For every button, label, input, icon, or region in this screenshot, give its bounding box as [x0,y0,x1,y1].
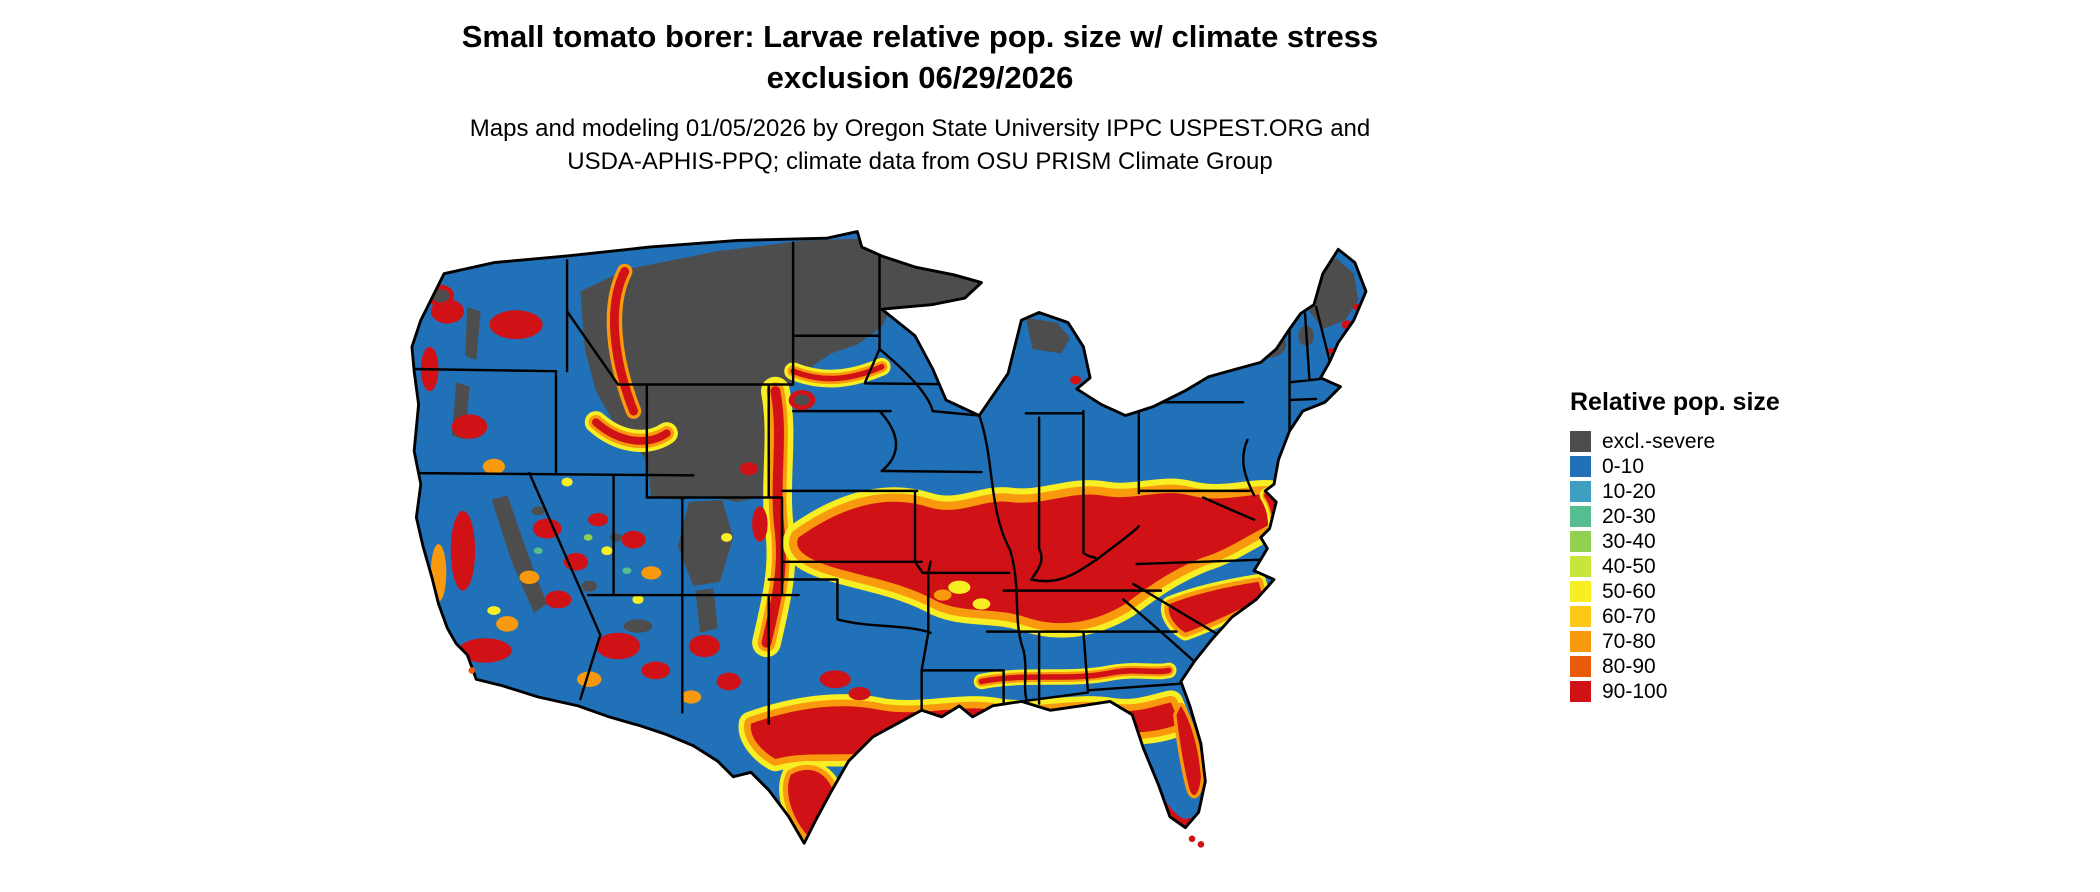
legend-item: 0-10 [1570,456,1800,477]
legend-label: 80-90 [1602,655,1656,678]
legend-item: 40-50 [1570,556,1800,577]
legend-label: 30-40 [1602,530,1656,553]
subtitle-line-2: USDA-APHIS-PPQ; climate data from OSU PR… [567,148,1273,175]
legend-swatch [1570,656,1591,677]
legend-item: 90-100 [1570,681,1800,702]
legend-items: excl.-severe 0-10 10-20 20-30 30-40 40-50 50-6… [1570,431,1800,702]
legend-swatch [1570,531,1591,552]
legend-swatch [1570,606,1591,627]
legend-label: 90-100 [1602,680,1668,703]
legend-item: 60-70 [1570,606,1800,627]
title-line-1: Small tomato borer: Larvae relative pop.… [461,19,1379,54]
legend-swatch [1570,581,1591,602]
legend-item: 30-40 [1570,531,1800,552]
figure-subtitle: Maps and modeling 01/05/2026 by Oregon S… [0,112,1840,178]
subtitle-line-1: Maps and modeling 01/05/2026 by Oregon S… [469,115,1371,142]
legend-label: 20-30 [1602,505,1656,528]
legend-item: 20-30 [1570,506,1800,527]
legend-swatch [1570,481,1591,502]
legend-title: Relative pop. size [1570,388,1780,416]
legend-swatch [1570,431,1591,452]
us-map [410,230,1368,848]
offshore-islands-layer [468,667,1205,848]
map-raster-layers [411,231,1366,844]
title-line-2: exclusion 06/29/2026 [766,60,1074,95]
figure-header: Small tomato borer: Larvae relative pop.… [0,16,1840,178]
legend-label: 60-70 [1602,605,1656,628]
legend-label: 0-10 [1602,455,1645,478]
legend-item: 10-20 [1570,481,1800,502]
legend-label: 40-50 [1602,555,1656,578]
legend-label: 10-20 [1602,480,1656,503]
legend-item: 70-80 [1570,631,1800,652]
legend-item: 80-90 [1570,656,1800,677]
figure-title: Small tomato borer: Larvae relative pop.… [0,16,1840,98]
legend-swatch [1570,556,1591,577]
legend-label: excl.-severe [1602,430,1716,453]
legend-swatch [1570,506,1591,527]
legend: Relative pop. size excl.-severe 0-10 10-20… [1570,388,1800,706]
legend-swatch [1570,681,1591,702]
state-borders-layer [411,239,1333,725]
legend-label: 50-60 [1602,580,1656,603]
legend-item: 50-60 [1570,581,1800,602]
map-area [300,205,1530,892]
legend-swatch [1570,456,1591,477]
legend-item: excl.-severe [1570,431,1800,452]
legend-swatch [1570,631,1591,652]
legend-label: 70-80 [1602,630,1656,653]
